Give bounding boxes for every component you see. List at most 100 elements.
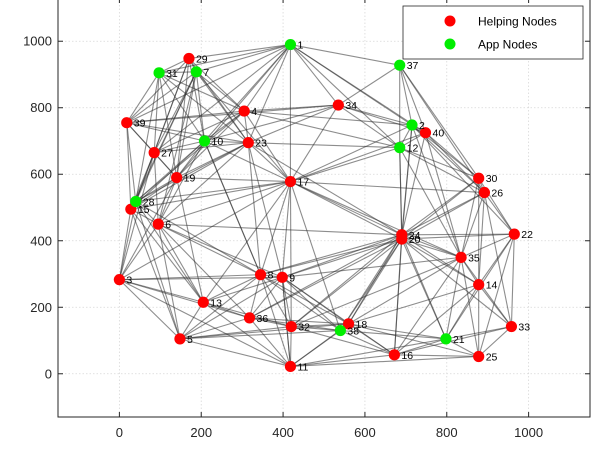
node-label-27: 27	[161, 148, 173, 160]
edge-16-18	[348, 323, 395, 356]
edge-14-26	[478, 192, 485, 285]
edge-22-35	[460, 233, 515, 258]
app-node-31	[153, 67, 165, 79]
legend-marker-app	[444, 38, 456, 50]
edge-5-11	[179, 338, 291, 367]
edge-13-28	[135, 201, 204, 303]
node-label-15: 15	[138, 204, 150, 216]
edge-4-17	[243, 110, 291, 182]
edge-1-37	[290, 44, 400, 66]
edge-24-32	[290, 234, 403, 327]
helping-node-24	[396, 229, 408, 241]
helping-node-29	[183, 52, 195, 65]
edge-6-10	[157, 140, 205, 225]
edge-7-19	[176, 71, 197, 178]
edge-5-38	[179, 329, 341, 340]
edge-35-33	[460, 257, 512, 327]
edge-9-24	[282, 234, 402, 278]
edge-21-38	[340, 329, 446, 340]
edge-1-12	[290, 44, 401, 149]
node-label-11: 11	[297, 361, 308, 373]
x-tick-label: 400	[272, 425, 294, 440]
helping-node-30	[473, 172, 485, 184]
edge-11-36	[249, 317, 291, 367]
node-label-12: 12	[407, 143, 419, 155]
edge-4-12	[244, 110, 400, 149]
edge-24-38	[339, 234, 403, 331]
edge-20-35	[401, 238, 462, 258]
helping-node-17	[284, 175, 297, 188]
edge-20-22	[401, 233, 515, 240]
edge-34-37	[338, 64, 401, 106]
helping-node-26	[478, 186, 491, 199]
helping-node-6	[152, 218, 164, 230]
node-label-21: 21	[453, 334, 465, 346]
edge-28-31	[135, 72, 160, 202]
legend-marker-helping	[444, 15, 456, 27]
edge-11-16	[290, 354, 395, 368]
edge-6-13	[157, 223, 204, 303]
helping-node-39	[121, 117, 133, 129]
edge-3-36	[119, 279, 250, 319]
y-tick-label: 400	[30, 233, 52, 248]
edge-14-18	[348, 284, 479, 325]
app-node-7	[190, 66, 202, 78]
helping-node-32	[285, 320, 297, 333]
edge-21-35	[445, 257, 462, 339]
edge-3-5	[119, 279, 181, 340]
x-tick-label: 0	[116, 425, 123, 440]
node-label-23: 23	[255, 138, 267, 150]
edge-1-7	[196, 44, 291, 73]
node-label-10: 10	[212, 136, 224, 148]
node-label-32: 32	[298, 322, 310, 334]
node-label-1: 1	[297, 40, 303, 52]
node-label-8: 8	[268, 270, 274, 282]
legend-box	[402, 5, 584, 60]
edge-8-38	[260, 274, 341, 331]
edge-18-21	[348, 323, 447, 340]
edge-16-32	[291, 326, 395, 356]
edge-16-33	[394, 326, 512, 356]
helping-node-23	[242, 137, 254, 149]
helping-node-4	[238, 105, 250, 117]
helping-node-18	[342, 318, 355, 330]
edge-10-39	[126, 122, 205, 142]
helping-node-16	[388, 349, 400, 361]
edge-23-31	[158, 72, 249, 144]
edge-28-29	[135, 58, 190, 202]
helping-node-36	[243, 312, 256, 324]
edge-5-15	[130, 208, 181, 340]
edge-8-18	[260, 274, 349, 325]
edge-10-17	[204, 140, 291, 183]
edge-9-36	[249, 276, 283, 319]
edge-27-39	[126, 122, 155, 154]
helping-node-27	[148, 147, 160, 159]
edge-27-31	[153, 72, 160, 153]
x-tick-label: 1000	[514, 425, 543, 440]
edge-9-35	[282, 256, 462, 278]
node-label-3: 3	[126, 275, 132, 287]
app-node-2	[406, 119, 418, 131]
node-label-16: 16	[401, 350, 413, 362]
edge-8-11	[260, 274, 291, 367]
x-tick-label: 800	[436, 425, 458, 440]
edge-37-26	[399, 64, 485, 193]
helping-node-40	[419, 127, 432, 139]
edge-5-6	[157, 224, 181, 339]
edge-20-30	[401, 177, 480, 240]
edge-6-27	[153, 152, 159, 225]
edge-22-25	[478, 233, 515, 357]
edge-6-17	[158, 181, 291, 225]
edge-34-10	[204, 104, 339, 142]
app-node-38	[334, 324, 346, 337]
edge-7-17	[195, 71, 291, 182]
edge-6-23	[157, 142, 249, 225]
edge-23-28	[135, 142, 249, 203]
edge-4-27	[153, 110, 245, 154]
edge-23-24	[248, 142, 403, 236]
edge-10-31	[158, 72, 205, 142]
edge-1-40	[290, 44, 426, 134]
helping-node-33	[505, 320, 518, 333]
